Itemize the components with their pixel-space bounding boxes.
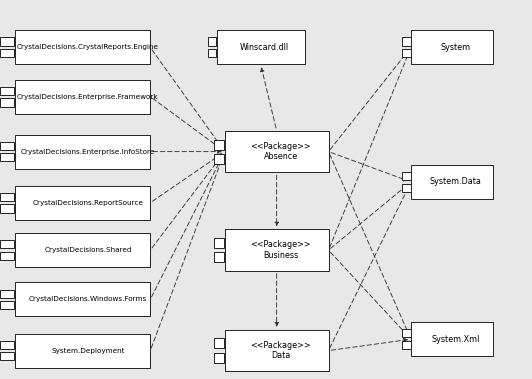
Bar (1, 301, 14, 309)
Bar (402, 49, 411, 57)
Bar (402, 341, 411, 349)
Bar (411, 30, 493, 64)
Bar (214, 252, 225, 262)
Bar (207, 38, 217, 46)
Text: Winscard.dll: Winscard.dll (239, 43, 289, 52)
Bar (217, 30, 304, 64)
Text: CrystalDecisions.Enterprise.Framework: CrystalDecisions.Enterprise.Framework (17, 94, 159, 100)
Bar (411, 165, 493, 199)
Bar (1, 193, 14, 201)
Bar (14, 282, 150, 316)
Bar (1, 252, 14, 260)
Bar (214, 154, 225, 164)
Bar (14, 30, 150, 64)
Bar (402, 38, 411, 46)
Bar (1, 153, 14, 161)
Bar (14, 186, 150, 220)
Bar (14, 233, 150, 267)
Bar (225, 229, 328, 271)
Text: <<Package>>
Data: <<Package>> Data (251, 341, 311, 360)
Bar (1, 341, 14, 349)
Bar (225, 330, 328, 371)
Bar (1, 49, 14, 57)
Bar (1, 87, 14, 95)
Bar (1, 142, 14, 150)
Bar (1, 205, 14, 213)
Text: CrystalDecisions.Enterprise.InfoStore: CrystalDecisions.Enterprise.InfoStore (21, 149, 155, 155)
Bar (402, 172, 411, 180)
Bar (402, 329, 411, 337)
Text: CrystalDecisions.Shared: CrystalDecisions.Shared (44, 247, 131, 253)
Bar (214, 352, 225, 363)
Bar (1, 240, 14, 249)
Bar (214, 139, 225, 150)
Text: System.Data: System.Data (429, 177, 481, 186)
Bar (214, 338, 225, 349)
Text: <<Package>>
Business: <<Package>> Business (251, 240, 311, 260)
Bar (1, 38, 14, 46)
Text: CrystalDecisions.Windows.Forms: CrystalDecisions.Windows.Forms (29, 296, 147, 302)
Text: System.Xml: System.Xml (431, 335, 480, 344)
Bar (207, 49, 217, 57)
Bar (1, 98, 14, 106)
Text: System.Deployment: System.Deployment (51, 348, 124, 354)
Text: CrystalDecisions.ReportSource: CrystalDecisions.ReportSource (32, 200, 144, 206)
Bar (402, 184, 411, 192)
Bar (14, 80, 150, 114)
Bar (225, 131, 328, 172)
Text: CrystalDecisions.CrystalReports.Engine: CrystalDecisions.CrystalReports.Engine (17, 44, 159, 50)
Bar (411, 322, 493, 356)
Bar (14, 334, 150, 368)
Bar (214, 238, 225, 248)
Bar (1, 352, 14, 360)
Text: System: System (440, 43, 471, 52)
Bar (1, 290, 14, 298)
Text: <<Package>>
Absence: <<Package>> Absence (251, 142, 311, 161)
Bar (14, 135, 150, 169)
